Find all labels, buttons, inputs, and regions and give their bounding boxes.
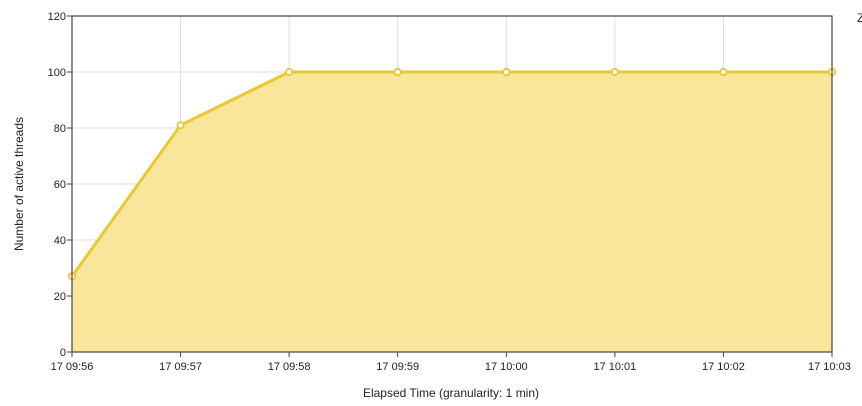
x-tick-label-2: 17 09:58 — [268, 361, 311, 373]
y-tick-label-2: 40 — [54, 235, 66, 247]
x-tick-label-4: 17 10:00 — [485, 361, 528, 373]
data-point-1 — [176, 121, 185, 130]
x-tick-label-5: 17 10:01 — [593, 361, 636, 373]
x-tick-label-0: 17 09:56 — [51, 361, 94, 373]
x-axis-ticks: 17 09:56 17 09:57 17 09:58 17 09:59 17 10:00… — [51, 352, 851, 373]
data-point-6 — [719, 67, 728, 77]
x-tick-label-7: 17 10:03 — [808, 361, 851, 373]
series-markers — [67, 67, 837, 281]
x-tick-label-3: 17 09:59 — [376, 361, 419, 373]
x-tick-label-1: 17 09:57 — [159, 361, 202, 373]
y-axis-title: Number of active threads — [12, 117, 26, 251]
y-axis-ticks: 0 20 40 60 80 100 120 — [48, 11, 72, 359]
data-point-3 — [393, 67, 402, 77]
data-point-5 — [610, 67, 619, 77]
y-tick-label-1: 20 — [54, 291, 66, 303]
y-tick-label-6: 120 — [48, 11, 66, 23]
data-point-4 — [502, 67, 511, 77]
series-area — [72, 72, 832, 352]
x-axis-title: Elapsed Time (granularity: 1 min) — [363, 386, 539, 400]
y-tick-label-0: 0 — [60, 347, 66, 359]
y-tick-label-5: 100 — [48, 67, 66, 79]
data-point-2 — [285, 67, 294, 77]
y-tick-label-4: 80 — [54, 123, 66, 135]
y-tick-label-3: 60 — [54, 179, 66, 191]
legend-label-clipped: Z — [857, 11, 862, 25]
series-line — [70, 70, 832, 278]
x-tick-label-6: 17 10:02 — [702, 361, 745, 373]
